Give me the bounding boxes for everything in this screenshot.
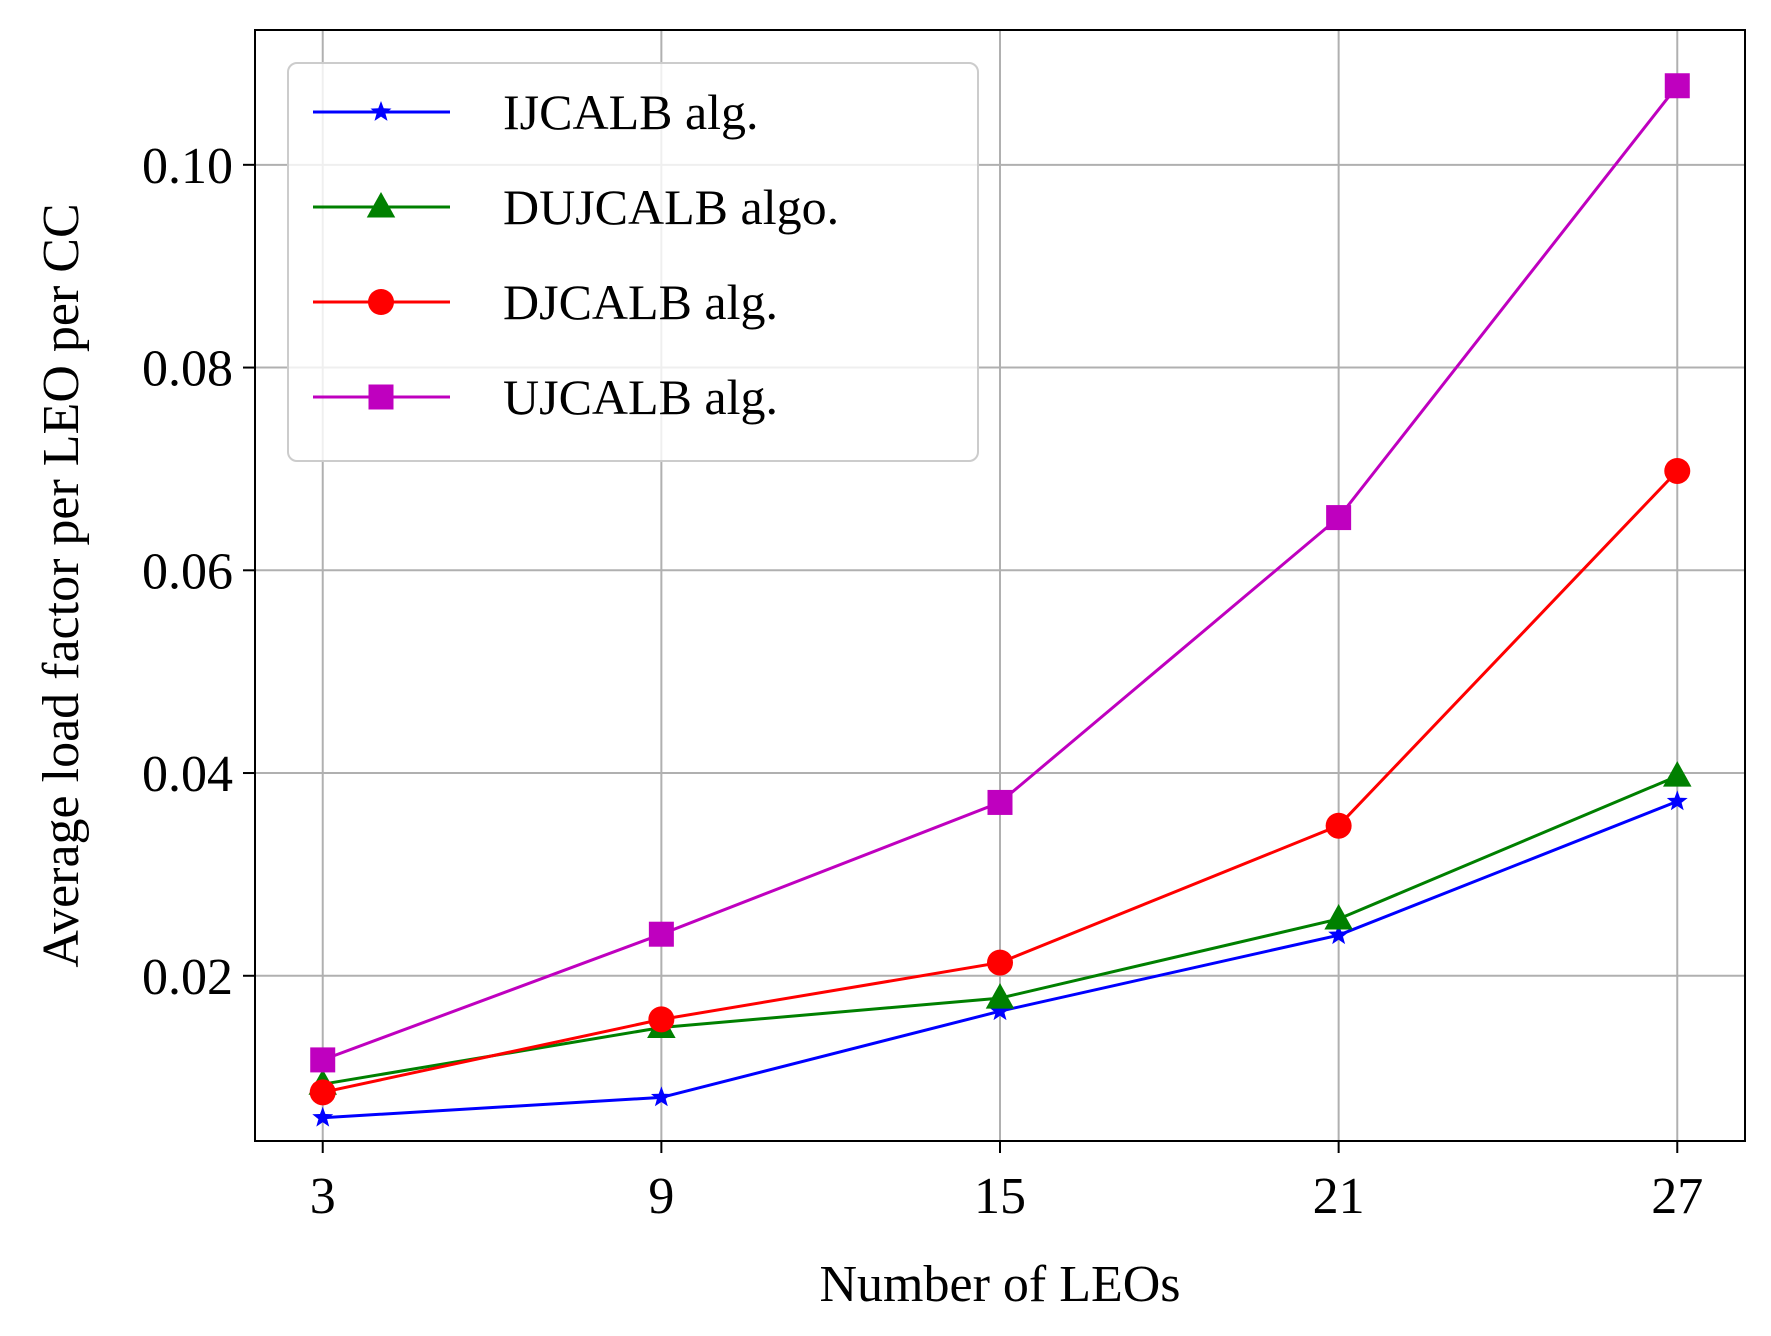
legend-marker xyxy=(368,384,394,410)
legend: IJCALB alg. DUJCALB algo. DJCALB alg. UJCAL… xyxy=(287,62,979,462)
x-tick-label: 3 xyxy=(310,1168,336,1225)
y-tick-label: 0.06 xyxy=(142,543,233,600)
legend-item: DJCALB alg. xyxy=(313,274,778,330)
legend-item: UJCALB alg. xyxy=(313,369,778,425)
data-point-marker xyxy=(1664,73,1690,99)
legend-box xyxy=(287,62,979,462)
data-point-marker xyxy=(1326,505,1352,531)
series-layer xyxy=(308,73,1692,1127)
data-point-marker xyxy=(648,921,674,947)
data-point-marker xyxy=(987,949,1013,976)
series-4 xyxy=(310,73,1690,1073)
data-point-marker xyxy=(987,789,1013,815)
legend-marker xyxy=(370,101,392,121)
data-point-marker xyxy=(650,1086,672,1107)
data-point-marker xyxy=(1666,790,1688,811)
x-tick-label: 15 xyxy=(974,1168,1026,1225)
data-point-marker xyxy=(312,1106,334,1127)
x-tick-label: 21 xyxy=(1313,1168,1365,1225)
legend-item: IJCALB alg. xyxy=(313,84,759,140)
data-point-marker xyxy=(1663,761,1692,787)
y-tick-label: 0.10 xyxy=(142,138,233,195)
data-point-marker xyxy=(1664,457,1691,484)
data-point-marker xyxy=(985,983,1015,1009)
data-point-marker xyxy=(1328,924,1350,945)
y-tick-label: 0.04 xyxy=(142,746,233,803)
data-point-marker xyxy=(989,1000,1011,1021)
series-3 xyxy=(309,457,1691,1106)
x-tick-label: 9 xyxy=(648,1168,674,1225)
legend-marker xyxy=(368,289,394,315)
data-point-marker xyxy=(1325,812,1352,839)
y-tick-label: 0.08 xyxy=(142,341,233,398)
y-axis-label: Average load factor per LEO per CC xyxy=(33,203,90,967)
legend-label: DJCALB alg. xyxy=(503,274,778,330)
x-axis: 3 9 15 21 27 xyxy=(310,1141,1703,1225)
data-point-marker xyxy=(309,1079,336,1106)
x-axis-label: Number of LEOs xyxy=(819,1256,1180,1313)
data-point-marker xyxy=(310,1047,336,1073)
x-tick-label: 27 xyxy=(1651,1168,1703,1225)
legend-label: IJCALB alg. xyxy=(503,84,759,140)
data-point-marker xyxy=(1324,904,1353,930)
legend-label: DUJCALB algo. xyxy=(503,179,839,235)
y-axis: 0.02 0.04 0.06 0.08 0.10 xyxy=(142,138,255,1006)
legend-label: UJCALB alg. xyxy=(503,369,778,425)
data-point-marker xyxy=(648,1006,675,1033)
legend-item: DUJCALB algo. xyxy=(313,179,839,235)
series-1 xyxy=(312,790,1688,1127)
y-tick-label: 0.02 xyxy=(142,949,233,1006)
legend-marker xyxy=(366,192,396,218)
